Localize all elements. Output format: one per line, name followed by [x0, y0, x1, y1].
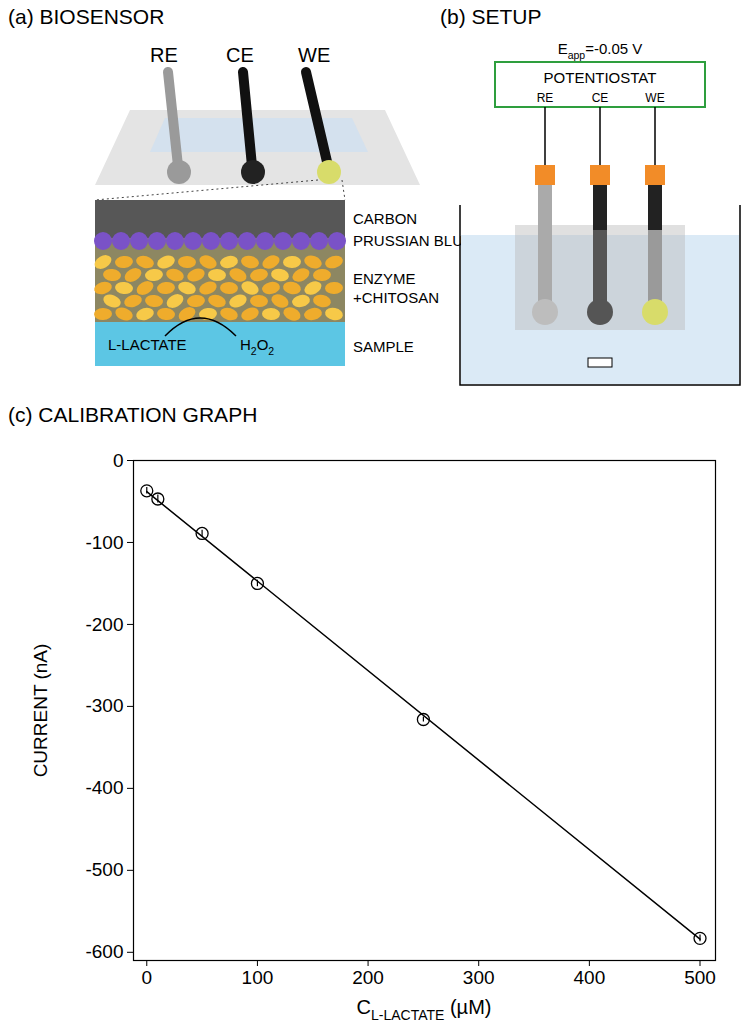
svg-text:WE: WE — [645, 91, 664, 105]
svg-text:ENZYME: ENZYME — [353, 270, 416, 287]
svg-text:(b) SETUP: (b) SETUP — [440, 5, 542, 28]
svg-text:RE: RE — [150, 44, 178, 66]
html-text:(c) CALIBRATION GRAPH: (c) CALIBRATION GRAPH — [8, 403, 258, 426]
svg-text:SAMPLE: SAMPLE — [353, 338, 414, 355]
svg-text:Eapp=-0.05 V: Eapp=-0.05 V — [558, 40, 643, 61]
svg-text:CURRENT (nA): CURRENT (nA) — [30, 644, 51, 778]
svg-text:L-LACTATE: L-LACTATE — [108, 336, 187, 353]
svg-text:-100: -100 — [85, 532, 123, 553]
svg-text:200: 200 — [352, 967, 384, 988]
svg-text:POTENTIOSTAT: POTENTIOSTAT — [544, 69, 657, 86]
svg-text:CL-LACTATE (µM): CL-LACTATE (µM) — [357, 996, 492, 1023]
svg-text:CARBON: CARBON — [353, 210, 417, 227]
svg-text:0: 0 — [141, 967, 152, 988]
svg-text:WE: WE — [298, 44, 330, 66]
svg-text:-500: -500 — [85, 859, 123, 880]
svg-text:(a) BIOSENSOR: (a) BIOSENSOR — [8, 5, 164, 28]
svg-text:0: 0 — [113, 450, 124, 471]
svg-text:CE: CE — [592, 91, 609, 105]
svg-text:-300: -300 — [85, 695, 123, 716]
svg-text:PRUSSIAN BLUE: PRUSSIAN BLUE — [353, 232, 473, 249]
svg-text:400: 400 — [574, 967, 606, 988]
svg-text:CE: CE — [226, 44, 254, 66]
svg-text:-600: -600 — [85, 941, 123, 962]
svg-text:500: 500 — [684, 967, 716, 988]
svg-text:H2O2: H2O2 — [240, 336, 274, 357]
svg-text:-200: -200 — [85, 614, 123, 635]
svg-text:+CHITOSAN: +CHITOSAN — [353, 289, 439, 306]
svg-text:-400: -400 — [85, 777, 123, 798]
svg-text:300: 300 — [463, 967, 495, 988]
svg-text:100: 100 — [242, 967, 274, 988]
svg-text:RE: RE — [537, 91, 554, 105]
